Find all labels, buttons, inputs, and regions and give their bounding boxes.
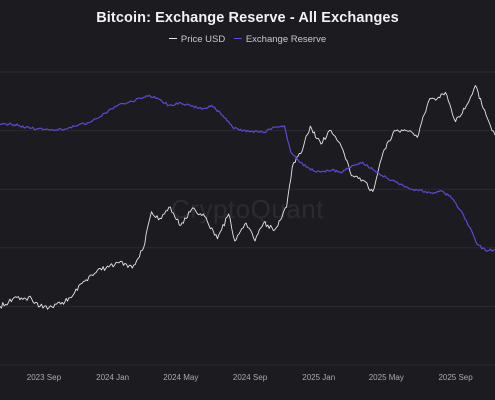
x-tick-label: 2025 Sep xyxy=(438,373,473,382)
x-tick-label: 2025 May xyxy=(369,373,404,382)
legend-swatch-price xyxy=(168,37,177,39)
x-tick-label: 2024 Sep xyxy=(233,373,268,382)
gridlines xyxy=(0,71,495,366)
x-tick-label: 2025 Jan xyxy=(302,373,335,382)
x-axis: 2023 Sep 2024 Jan 2024 May 2024 Sep 2025 Jan… xyxy=(27,373,473,382)
legend-label-reserve: Exchange Reserve xyxy=(245,34,327,45)
chart-title: Bitcoin: Exchange Reserve - All Exchange… xyxy=(96,10,399,26)
x-tick-label: 2024 Jan xyxy=(96,373,129,382)
x-tick-label: 2024 May xyxy=(163,373,198,382)
series-lines xyxy=(0,85,495,310)
legend-label-price: Price USD xyxy=(180,34,226,45)
watermark: CryptoQuant xyxy=(171,194,324,224)
legend: Price USD Exchange Reserve xyxy=(0,34,495,45)
exchange-reserve-line xyxy=(0,94,495,252)
legend-item-price[interactable]: Price USD xyxy=(168,34,226,45)
legend-item-reserve[interactable]: Exchange Reserve xyxy=(233,34,327,45)
x-tick-label: 2023 Sep xyxy=(27,373,62,382)
price-usd-line xyxy=(0,85,495,310)
legend-swatch-reserve xyxy=(233,37,242,39)
